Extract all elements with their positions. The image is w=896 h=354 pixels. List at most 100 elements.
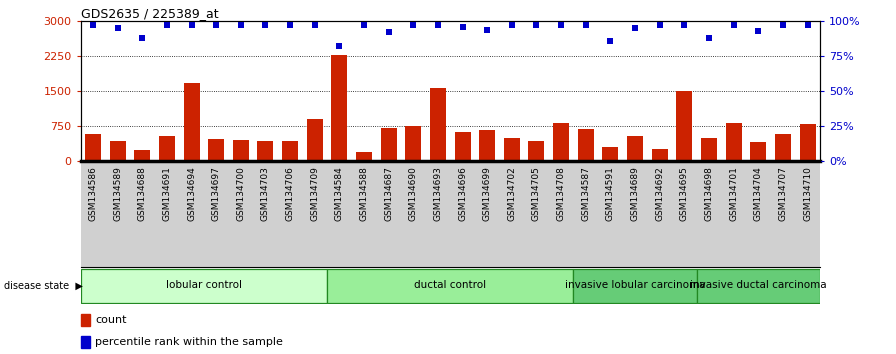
Bar [85,134,101,161]
Text: GDS2635 / 225389_at: GDS2635 / 225389_at [81,7,219,20]
Text: GSM134705: GSM134705 [532,166,541,221]
Bar [529,141,545,161]
Text: GSM134589: GSM134589 [113,166,122,221]
Bar [405,126,421,161]
Text: GSM134586: GSM134586 [89,166,98,221]
Point [159,23,174,28]
Text: GSM134588: GSM134588 [359,166,368,221]
Point [234,23,248,28]
Text: GSM134703: GSM134703 [261,166,270,221]
Bar [381,129,397,161]
Bar [356,152,372,161]
Point [603,38,617,44]
Bar [676,91,693,161]
Bar [430,88,446,161]
Bar [81,336,90,348]
Point [431,23,445,28]
Text: GSM134695: GSM134695 [680,166,689,221]
Text: disease state  ▶: disease state ▶ [4,281,83,291]
Text: GSM134591: GSM134591 [606,166,615,221]
Point [283,23,297,28]
Point [628,25,642,31]
Point [776,23,790,28]
Bar [257,142,273,161]
Point [406,23,420,28]
Bar [306,119,323,161]
Point [357,23,371,28]
Point [751,28,765,34]
Bar [553,123,569,161]
Bar [233,139,249,161]
Bar [159,136,175,161]
Text: GSM134707: GSM134707 [779,166,788,221]
Bar [184,83,200,161]
Bar [282,141,298,161]
FancyBboxPatch shape [697,269,820,303]
Point [579,23,593,28]
Bar [81,314,90,326]
Text: GSM134699: GSM134699 [483,166,492,221]
Point [258,23,272,28]
Text: GSM134687: GSM134687 [384,166,393,221]
Text: GSM134698: GSM134698 [704,166,713,221]
Text: GSM134708: GSM134708 [556,166,565,221]
Text: GSM134587: GSM134587 [582,166,590,221]
Point [652,23,667,28]
Point [677,23,692,28]
Bar [775,134,791,161]
Bar [332,55,348,161]
Point [307,23,322,28]
Point [554,23,568,28]
Text: GSM134690: GSM134690 [409,166,418,221]
Text: lobular control: lobular control [166,280,242,290]
Text: GSM134584: GSM134584 [335,166,344,221]
Text: invasive lobular carcinoma: invasive lobular carcinoma [564,280,705,290]
FancyBboxPatch shape [573,269,697,303]
Text: GSM134689: GSM134689 [631,166,640,221]
Point [800,23,814,28]
Text: GSM134693: GSM134693 [434,166,443,221]
Point [209,23,223,28]
Point [455,24,470,30]
Bar [651,149,668,161]
Point [480,27,495,33]
Bar [504,138,520,161]
Text: GSM134692: GSM134692 [655,166,664,221]
Text: GSM134704: GSM134704 [754,166,762,221]
Text: GSM134710: GSM134710 [803,166,812,221]
Text: GSM134697: GSM134697 [211,166,220,221]
Point [110,25,125,31]
Bar [701,138,717,161]
Bar [799,124,815,161]
Bar [208,139,224,161]
Text: count: count [95,315,127,325]
Point [185,23,199,28]
FancyBboxPatch shape [327,269,573,303]
Point [86,23,100,28]
Text: invasive ductal carcinoma: invasive ductal carcinoma [690,280,826,290]
Text: percentile rank within the sample: percentile rank within the sample [95,337,283,347]
Text: GSM134696: GSM134696 [458,166,467,221]
Point [702,35,716,41]
Bar [109,141,125,161]
Point [332,44,347,49]
Text: GSM134688: GSM134688 [138,166,147,221]
Text: GSM134691: GSM134691 [162,166,171,221]
Bar [479,130,495,161]
Bar [602,147,618,161]
FancyBboxPatch shape [81,269,327,303]
Point [135,35,150,41]
Bar [134,150,151,161]
Text: GSM134702: GSM134702 [507,166,516,221]
Text: GSM134694: GSM134694 [187,166,196,221]
Text: GSM134709: GSM134709 [310,166,319,221]
Point [530,23,544,28]
Bar [454,132,470,161]
Point [504,23,519,28]
Bar [627,136,643,161]
Text: ductal control: ductal control [414,280,487,290]
Text: GSM134700: GSM134700 [237,166,246,221]
Text: GSM134706: GSM134706 [286,166,295,221]
Bar [726,123,742,161]
Text: GSM134701: GSM134701 [729,166,738,221]
